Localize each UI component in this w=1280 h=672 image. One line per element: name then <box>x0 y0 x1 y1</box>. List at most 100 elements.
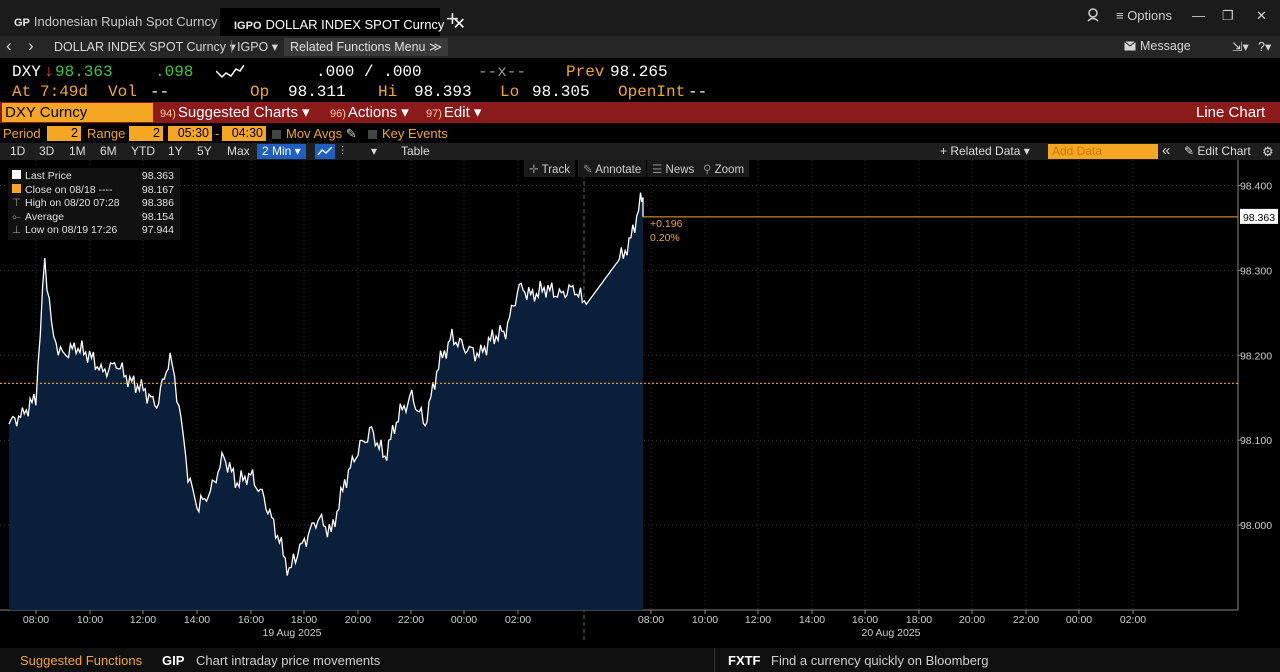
range-max[interactable]: Max <box>227 144 250 158</box>
net-change: .098 <box>155 63 194 81</box>
x-tick-label: 10:00 <box>77 614 103 626</box>
down-arrow-icon: ↓ <box>44 63 54 81</box>
open-value: 98.311 <box>288 83 346 101</box>
legend-row-average[interactable]: ⟜ Average 98.154 <box>12 211 176 225</box>
change-pct-annotation: 0.20% <box>650 232 680 244</box>
x-tick-label: 12:00 <box>130 614 156 626</box>
prev-label: Prev <box>566 63 605 81</box>
checkbox <box>368 130 377 140</box>
interval-select[interactable]: 2 Min ▾ <box>257 144 306 159</box>
mov-avgs-toggle[interactable]: Mov Avgs ✎ <box>272 126 357 142</box>
gip-code[interactable]: GIP <box>162 653 185 668</box>
crosshair-icon: ✛ <box>529 164 542 176</box>
legend-label: Close on 08/18 ---- <box>25 183 113 196</box>
minimize-icon[interactable]: — <box>1192 8 1205 23</box>
related-data-button[interactable]: + Related Data ▾ <box>940 144 1030 158</box>
price-line[interactable] <box>8 192 644 576</box>
x-tick-label: 18:00 <box>906 614 932 626</box>
legend-row-low[interactable]: ⊥ Low on 08/19 17:26 97.944 <box>12 224 176 238</box>
message-button[interactable]: Message <box>1140 39 1191 53</box>
range-1m[interactable]: 1M <box>69 144 86 158</box>
prev-value: 98.265 <box>610 63 668 81</box>
range-1d[interactable]: 1D <box>10 144 26 158</box>
period-input[interactable]: 2 <box>47 126 81 141</box>
range-1y[interactable]: 1Y <box>168 144 183 158</box>
style-dropdown-icon[interactable]: ▾ <box>371 144 378 158</box>
add-data-input[interactable]: Add Data <box>1048 144 1158 159</box>
openint-value: -- <box>688 83 708 101</box>
annotate-label: Annotate <box>595 164 642 176</box>
settings-gear-icon[interactable]: ⚙ <box>1262 144 1274 159</box>
forward-icon[interactable]: › <box>28 36 34 55</box>
edit-menu[interactable]: 97) Edit ▾ <box>426 103 481 122</box>
x-tick-label: 02:00 <box>1120 614 1146 626</box>
menu-number: 94) <box>160 108 176 120</box>
low-label: Lo <box>500 83 520 101</box>
bar-style-icon[interactable]: ⫶ <box>341 144 345 158</box>
x-tick-label: 18:00 <box>291 614 317 626</box>
sparkline-icon <box>216 65 244 79</box>
key-events-toggle[interactable]: Key Events <box>368 126 448 141</box>
end-time-input[interactable]: 04:30 <box>222 126 266 141</box>
back-icon[interactable]: ‹ <box>6 36 12 55</box>
x-tick-label: 00:00 <box>1066 614 1092 626</box>
security-selector[interactable]: DOLLAR INDEX SPOT Curncy ▾ <box>54 40 236 54</box>
close-window-icon[interactable]: ✕ <box>1256 8 1267 23</box>
range-ytd[interactable]: YTD <box>131 144 155 158</box>
x-tick-label: 16:00 <box>852 614 878 626</box>
x-tick-label: 22:00 <box>398 614 424 626</box>
actions-menu[interactable]: 96) Actions ▾ <box>330 103 409 122</box>
chart-canvas[interactable]: 98.400 98.300 98.200 98.100 98.000 08:00 10:00… <box>0 160 1280 640</box>
period-label: Period <box>3 126 41 141</box>
table-button[interactable]: Table <box>401 144 430 158</box>
openint-label: OpenInt <box>618 83 686 101</box>
key-events-label: Key Events <box>382 126 448 141</box>
x-tick-label: 00:00 <box>451 614 477 626</box>
news-tool[interactable]: ☰ News <box>647 160 700 177</box>
legend-row-high[interactable]: ⊤ High on 08/20 07:28 98.386 <box>12 197 176 211</box>
x-tick-label: 02:00 <box>505 614 531 626</box>
annotate-tool[interactable]: ✎ Annotate <box>578 160 647 177</box>
tab-dollar-index[interactable]: IGPO DOLLAR INDEX SPOT Curncy ✕ <box>220 8 466 36</box>
pencil-icon[interactable]: ✎ <box>345 126 357 141</box>
tab-indonesian-rupiah[interactable]: GP Indonesian Rupiah Spot Curncy <box>0 8 229 36</box>
range-3d[interactable]: 3D <box>39 144 55 158</box>
function-selector[interactable]: IGPO ▾ <box>237 40 279 54</box>
suggested-functions-label[interactable]: Suggested Functions <box>20 653 143 668</box>
export-icon[interactable]: ⇲▾ <box>1232 40 1249 54</box>
ticker-field[interactable]: DXY Curncy <box>2 103 153 122</box>
open-label: Op <box>250 83 270 101</box>
price-chart[interactable]: 98.400 98.300 98.200 98.100 98.000 08:00 10:00… <box>0 160 1280 640</box>
legend-row-last[interactable]: Last Price 98.363 <box>12 170 176 184</box>
vol-value: -- <box>150 83 170 101</box>
range-6m[interactable]: 6M <box>100 144 117 158</box>
chart-type-label: Line Chart <box>1196 104 1266 121</box>
zoom-tool[interactable]: ⚲ Zoom <box>698 160 750 177</box>
restore-icon[interactable]: ❐ <box>1222 8 1234 23</box>
x-tick-label: 14:00 <box>184 614 210 626</box>
quote-header: DXY ↓ 98.363 .098 .000 / .000 --x-- Prev… <box>0 60 1280 102</box>
suggested-charts-menu[interactable]: 94) Suggested Charts ▾ <box>160 103 310 122</box>
zoom-label: Zoom <box>714 164 745 176</box>
gip-description[interactable]: Chart intraday price movements <box>196 653 381 668</box>
related-functions-menu[interactable]: Related Functions Menu ≫ <box>284 38 449 56</box>
line-style-icon[interactable] <box>315 144 335 159</box>
footer-bar: Suggested Functions GIP Chart intraday p… <box>0 648 1280 672</box>
edit-chart-button[interactable]: ✎ Edit Chart <box>1184 144 1251 158</box>
new-tab-plus-icon[interactable]: + <box>446 6 459 31</box>
track-tool[interactable]: ✛ Track <box>524 160 575 177</box>
fxtf-description[interactable]: Find a currency quickly on Bloomberg <box>771 653 989 668</box>
user-search-icon[interactable] <box>1086 7 1102 23</box>
range-toolbar: 1D 3D 1M 6M YTD 1Y 5Y Max 2 Min ▾ ⫶ ▾ Ta… <box>0 142 1280 160</box>
options-menu[interactable]: ≡ Options <box>1116 8 1172 23</box>
legend-value: 98.386 <box>141 197 174 209</box>
help-icon[interactable]: ?▾ <box>1258 40 1272 54</box>
collapse-icon[interactable]: « <box>1162 142 1171 159</box>
last-price: 98.363 <box>55 63 113 81</box>
legend-row-close[interactable]: Close on 08/18 ---- 98.167 <box>12 183 176 198</box>
fxtf-code[interactable]: FXTF <box>728 653 761 668</box>
range-input[interactable]: 2 <box>129 126 163 141</box>
start-time-input[interactable]: 05:30 <box>168 126 212 141</box>
range-5y[interactable]: 5Y <box>197 144 212 158</box>
close-icon[interactable]: ✕ <box>452 16 466 33</box>
